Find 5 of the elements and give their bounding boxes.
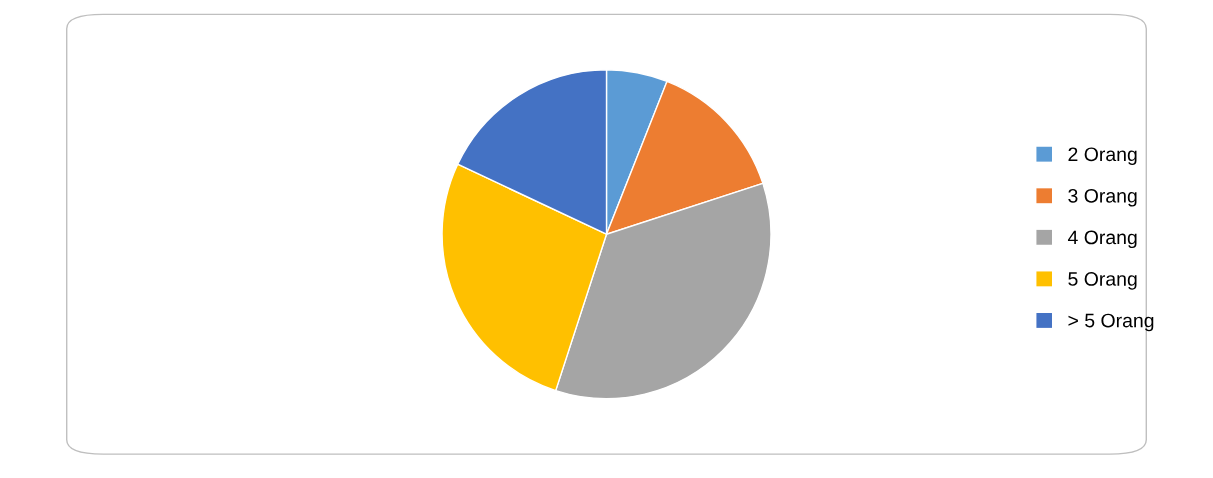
legend-label: 4 Orang: [1067, 230, 1137, 249]
legend-label: 2 Orang: [1068, 147, 1137, 165]
legend-label: 5 Orang: [1068, 272, 1137, 290]
legend-label: > 5 Orang: [1068, 313, 1154, 332]
legend-label: 3 Orang: [1068, 188, 1137, 207]
